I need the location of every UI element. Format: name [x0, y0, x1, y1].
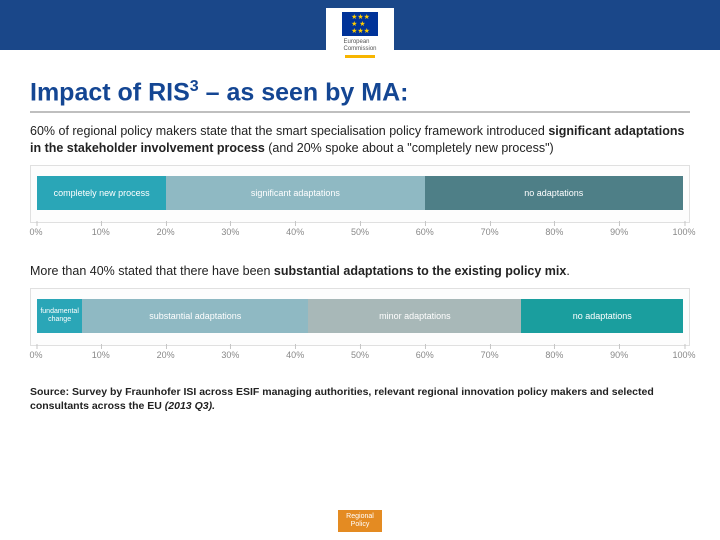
axis-tick: 10%	[92, 227, 110, 237]
axis-tick: 40%	[286, 350, 304, 360]
axis-tick: 70%	[481, 350, 499, 360]
source-b: (2013 Q3).	[165, 400, 215, 412]
footer-tag: Regional Policy	[338, 510, 382, 532]
p2-a: More than 40% stated that there have bee…	[30, 264, 274, 278]
axis-tick: 30%	[221, 227, 239, 237]
axis-tick: 60%	[416, 227, 434, 237]
axis-tick: 70%	[481, 227, 499, 237]
logo-line2: Commission	[343, 46, 376, 52]
source-note: Source: Survey by Fraunhofer ISI across …	[30, 386, 690, 413]
axis-tick: 50%	[351, 350, 369, 360]
axis-tick: 60%	[416, 350, 434, 360]
chart-1-axis: 0%10%20%30%40%50%60%70%80%90%100%	[36, 227, 684, 251]
paragraph-1: 60% of regional policy makers state that…	[30, 123, 690, 157]
source-a: Source: Survey by Fraunhofer ISI across …	[30, 386, 654, 412]
chart-2-stack: fundamental changesubstantial adaptation…	[37, 299, 683, 333]
page-title: Impact of RIS3 – as seen by MA:	[30, 78, 690, 113]
p1-a: 60% of regional policy makers state that…	[30, 124, 548, 138]
eu-flag-icon: ★ ★ ★★ ★★ ★ ★	[342, 12, 378, 36]
axis-tick: 100%	[672, 350, 695, 360]
chart-segment: significant adaptations	[166, 176, 424, 210]
p2-b: substantial adaptations to the existing …	[274, 264, 566, 278]
chart-segment: no adaptations	[521, 299, 683, 333]
axis-tick: 20%	[157, 350, 175, 360]
axis-tick: 50%	[351, 227, 369, 237]
axis-tick: 80%	[545, 350, 563, 360]
chart-2: fundamental changesubstantial adaptation…	[30, 288, 690, 374]
title-part-a: Impact of RIS	[30, 78, 190, 106]
logo-underline	[345, 55, 375, 58]
axis-tick: 0%	[29, 350, 42, 360]
chart-segment: substantial adaptations	[82, 299, 308, 333]
paragraph-2: More than 40% stated that there have bee…	[30, 263, 690, 280]
slide-content: Impact of RIS3 – as seen by MA: 60% of r…	[0, 50, 720, 413]
axis-tick: 100%	[672, 227, 695, 237]
logo-line1: European	[343, 39, 369, 45]
axis-tick: 90%	[610, 350, 628, 360]
chart-segment: fundamental change	[37, 299, 82, 333]
p1-c: (and 20% spoke about a "completely new p…	[265, 141, 554, 155]
chart-2-axis: 0%10%20%30%40%50%60%70%80%90%100%	[36, 350, 684, 374]
axis-tick: 20%	[157, 227, 175, 237]
header-band: ★ ★ ★★ ★★ ★ ★ European Commission	[0, 0, 720, 50]
title-part-b: – as seen by MA:	[199, 78, 409, 106]
chart-segment: minor adaptations	[308, 299, 521, 333]
axis-tick: 40%	[286, 227, 304, 237]
axis-tick: 0%	[29, 227, 42, 237]
p2-c: .	[566, 264, 569, 278]
axis-tick: 80%	[545, 227, 563, 237]
axis-tick: 90%	[610, 227, 628, 237]
title-sup: 3	[190, 78, 199, 95]
chart-1-stack: completely new processsignificant adapta…	[37, 176, 683, 210]
footer-line2: Policy	[351, 521, 370, 528]
chart-segment: completely new process	[37, 176, 166, 210]
axis-tick: 10%	[92, 350, 110, 360]
chart-1-bar-area: completely new processsignificant adapta…	[30, 165, 690, 223]
chart-2-bar-area: fundamental changesubstantial adaptation…	[30, 288, 690, 346]
footer-line1: Regional	[346, 513, 374, 520]
chart-segment: no adaptations	[425, 176, 683, 210]
logo-text: European Commission	[343, 39, 376, 53]
axis-tick: 30%	[221, 350, 239, 360]
ec-logo: ★ ★ ★★ ★★ ★ ★ European Commission	[326, 8, 394, 70]
chart-1: completely new processsignificant adapta…	[30, 165, 690, 251]
